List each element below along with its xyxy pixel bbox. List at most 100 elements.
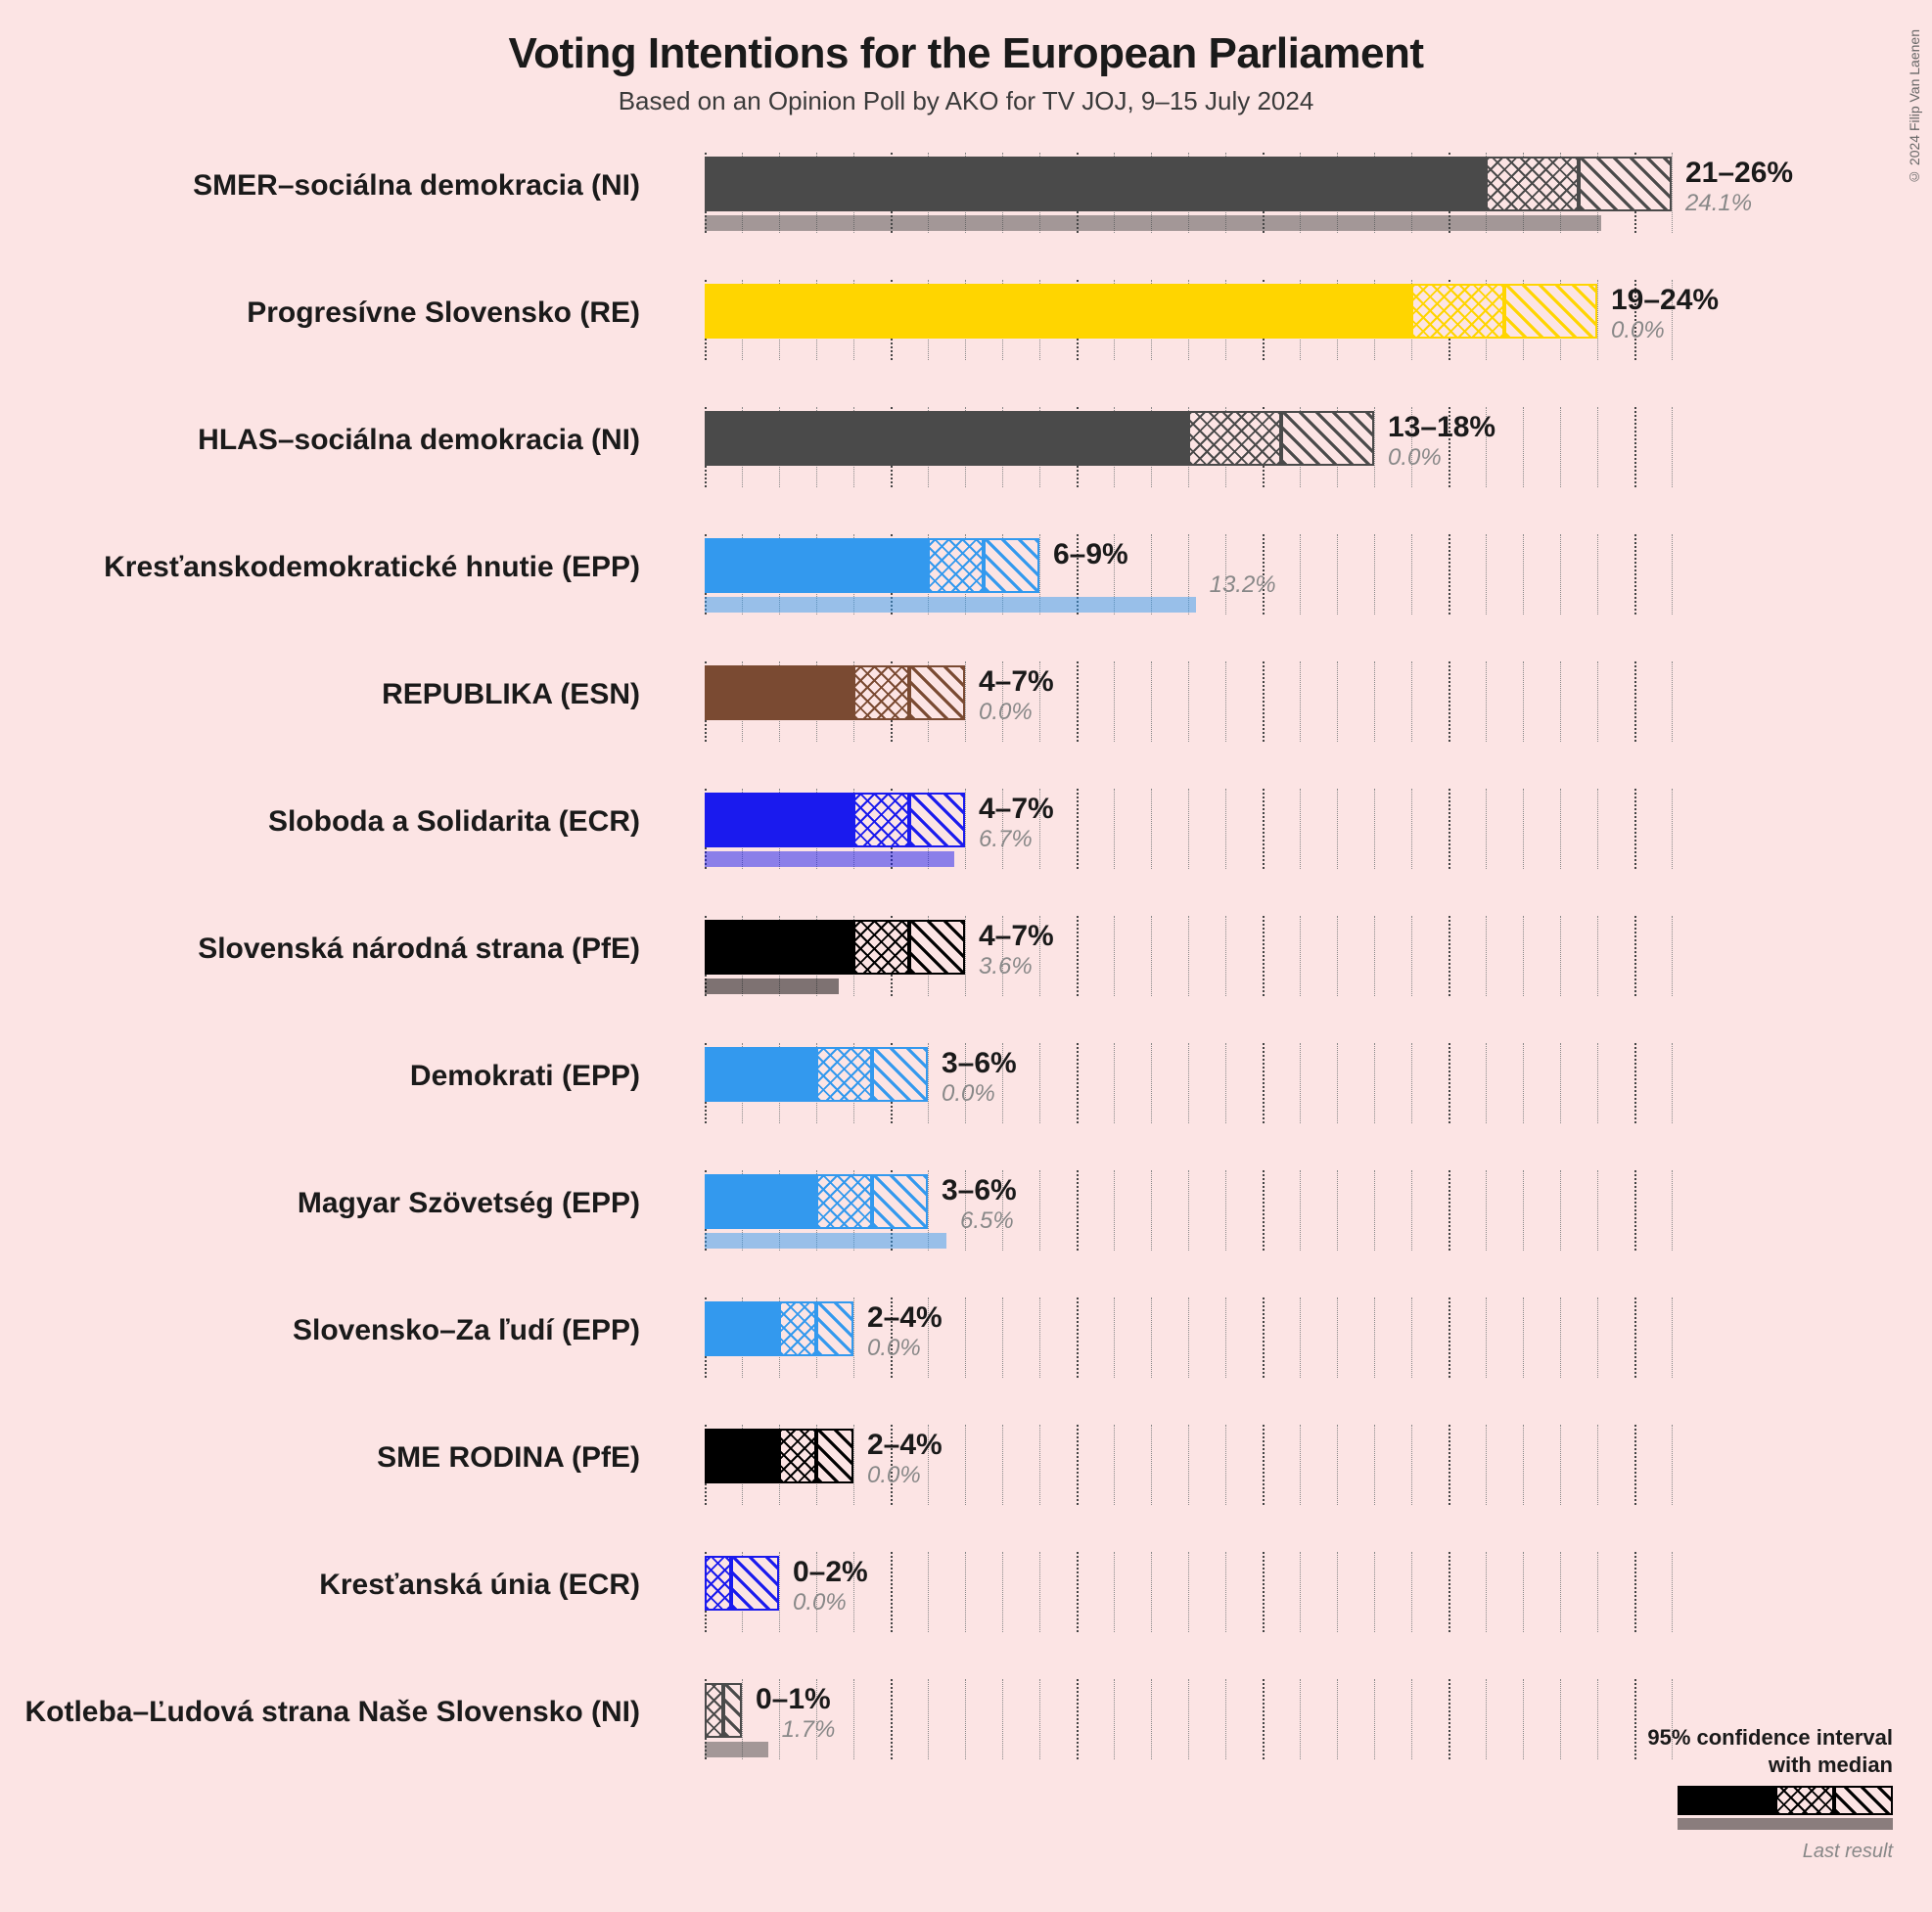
bar-solid: [705, 920, 853, 975]
last-result-label: 13.2%: [1210, 571, 1276, 599]
bar-diag: [1579, 157, 1672, 211]
party-row: Demokrati (EPP)3–6%0.0%: [0, 1047, 1873, 1174]
bar-solid: [705, 1174, 816, 1229]
range-label: 4–7%: [979, 920, 1054, 953]
party-label: Slovensko–Za ľudí (EPP): [0, 1301, 640, 1360]
last-result-bar: [705, 597, 1196, 613]
last-result-label: 6.7%: [979, 826, 1033, 853]
bar-diag: [872, 1174, 928, 1229]
bar-solid: [705, 1429, 779, 1483]
party-label: SMER–sociálna demokracia (NI): [0, 157, 640, 215]
bar-area: 2–4%0.0%: [705, 1429, 1781, 1517]
last-result-bar: [705, 851, 954, 867]
range-label: 0–2%: [793, 1556, 868, 1589]
bar-area: 21–26%24.1%: [705, 157, 1781, 245]
bar-diag: [1281, 411, 1374, 466]
bar-diag: [816, 1301, 853, 1356]
bar-cross: [1411, 284, 1504, 339]
bar-cross: [779, 1429, 816, 1483]
bar-cross: [705, 1683, 723, 1738]
party-label: HLAS–sociálna demokracia (NI): [0, 411, 640, 470]
chart-area: SMER–sociálna demokracia (NI) 21–26%24.1%…: [0, 147, 1932, 1873]
bar-solid: [705, 1301, 779, 1356]
party-label: Magyar Szövetség (EPP): [0, 1174, 640, 1233]
last-result-label: 0.0%: [1611, 317, 1665, 344]
bar-solid: [705, 665, 853, 720]
last-result-label: 0.0%: [942, 1080, 995, 1108]
party-row: Slovensko–Za ľudí (EPP) 2–4%0.0%: [0, 1301, 1873, 1429]
range-label: 2–4%: [867, 1429, 943, 1462]
bar-area: 3–6%6.5%: [705, 1174, 1781, 1262]
party-label: Kresťanská únia (ECR): [0, 1556, 640, 1615]
last-result-label: 24.1%: [1685, 190, 1752, 217]
bar-solid: [705, 538, 928, 593]
range-label: 3–6%: [942, 1047, 1017, 1080]
bar-cross: [1486, 157, 1579, 211]
chart-subtitle: Based on an Opinion Poll by AKO for TV J…: [0, 86, 1932, 116]
party-row: SME RODINA (PfE) 2–4%0.0%: [0, 1429, 1873, 1556]
bar-diag: [909, 793, 965, 847]
bar-cross: [779, 1301, 816, 1356]
party-row: REPUBLIKA (ESN) 4–7%0.0%: [0, 665, 1873, 793]
range-label: 3–6%: [942, 1174, 1017, 1207]
bar-diag: [816, 1429, 853, 1483]
range-label: 2–4%: [867, 1301, 943, 1335]
bar-solid: [705, 411, 1188, 466]
range-label: 4–7%: [979, 793, 1054, 826]
party-label: Sloboda a Solidarita (ECR): [0, 793, 640, 851]
range-label: 19–24%: [1611, 284, 1719, 317]
bar-cross: [853, 920, 909, 975]
party-row: Slovenská národná strana (PfE) 4–7%3.6%: [0, 920, 1873, 1047]
bar-cross: [853, 793, 909, 847]
bar-solid: [705, 284, 1411, 339]
range-label: 6–9%: [1053, 538, 1128, 571]
party-row: Kresťanskodemokratické hnutie (EPP) 6–9% 1…: [0, 538, 1873, 665]
bar-diag: [1504, 284, 1597, 339]
legend-last-label: Last result: [1541, 1841, 1893, 1863]
bar-cross: [705, 1556, 731, 1611]
legend-title: 95% confidence intervalwith median: [1541, 1724, 1893, 1780]
bar-diag: [909, 665, 965, 720]
party-label: Kresťanskodemokratické hnutie (EPP): [0, 538, 640, 597]
last-result-label: 0.0%: [867, 1335, 921, 1362]
bar-area: 4–7%0.0%: [705, 665, 1781, 753]
party-label: REPUBLIKA (ESN): [0, 665, 640, 724]
legend-bar: [1541, 1786, 1893, 1825]
last-result-label: 0.0%: [793, 1589, 847, 1616]
bar-diag: [723, 1683, 742, 1738]
last-result-bar: [705, 215, 1601, 231]
party-row: Progresívne Slovensko (RE) 19–24%0.0%: [0, 284, 1873, 411]
bar-cross: [816, 1174, 872, 1229]
bar-area: 19–24%0.0%: [705, 284, 1781, 372]
range-label: 4–7%: [979, 665, 1054, 699]
bar-diag: [872, 1047, 928, 1102]
range-label: 13–18%: [1388, 411, 1495, 444]
bar-cross: [816, 1047, 872, 1102]
party-label: SME RODINA (PfE): [0, 1429, 640, 1487]
last-result-bar: [705, 1233, 946, 1249]
range-label: 0–1%: [756, 1683, 831, 1716]
last-result-label: 3.6%: [979, 953, 1033, 980]
bar-solid: [705, 157, 1486, 211]
last-result-label: 6.5%: [960, 1207, 1014, 1235]
last-result-bar: [705, 1742, 768, 1757]
bar-cross: [928, 538, 984, 593]
bar-area: 3–6%0.0%: [705, 1047, 1781, 1135]
bar-diag: [731, 1556, 779, 1611]
party-label: Progresívne Slovensko (RE): [0, 284, 640, 342]
last-result-label: 0.0%: [867, 1462, 921, 1489]
party-label: Slovenská národná strana (PfE): [0, 920, 640, 979]
bar-area: 4–7%3.6%: [705, 920, 1781, 1008]
chart-title: Voting Intentions for the European Parli…: [0, 0, 1932, 78]
last-result-bar: [705, 979, 839, 994]
bar-area: 4–7%6.7%: [705, 793, 1781, 881]
bar-diag: [909, 920, 965, 975]
bar-area: 0–2%0.0%: [705, 1556, 1781, 1644]
bar-area: 2–4%0.0%: [705, 1301, 1781, 1389]
bar-cross: [1188, 411, 1281, 466]
bar-diag: [984, 538, 1039, 593]
range-label: 21–26%: [1685, 157, 1793, 190]
party-row: Sloboda a Solidarita (ECR) 4–7%6.7%: [0, 793, 1873, 920]
legend: 95% confidence intervalwith median Last …: [1541, 1724, 1893, 1863]
last-result-label: 1.7%: [782, 1716, 836, 1744]
